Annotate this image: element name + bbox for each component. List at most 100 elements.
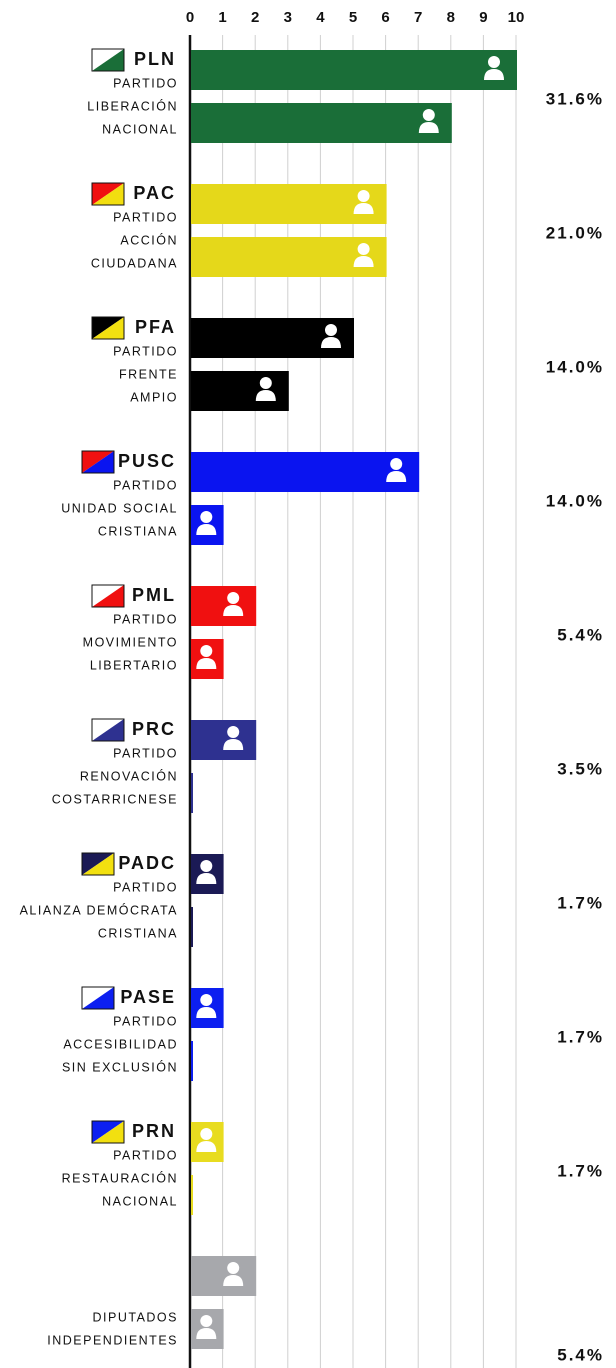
party-abbr: PFA xyxy=(135,317,176,337)
x-tick-label: 5 xyxy=(349,9,357,26)
person-icon xyxy=(386,471,407,482)
seat-share: 3.5% xyxy=(557,759,604,778)
flag-border xyxy=(91,584,125,608)
person-icon xyxy=(200,511,213,523)
x-tick-label: 6 xyxy=(381,9,389,26)
flag-border xyxy=(91,718,125,742)
party-abbr: PUSC xyxy=(118,451,176,471)
seat-share: 1.7% xyxy=(557,893,604,912)
flag-border xyxy=(91,1120,125,1144)
person-icon xyxy=(357,243,370,255)
person-icon xyxy=(200,994,213,1006)
flag-border xyxy=(81,986,115,1010)
party-name: RENOVACIÓN xyxy=(80,768,178,783)
person-icon xyxy=(259,377,272,389)
person-icon xyxy=(353,256,374,267)
party-abbr: PAC xyxy=(133,183,176,203)
bar xyxy=(191,103,452,143)
party-name: NACIONAL xyxy=(102,122,178,136)
seat-share: 21.0% xyxy=(546,223,604,242)
bar xyxy=(191,586,257,626)
x-tick-label: 9 xyxy=(479,9,487,26)
flag xyxy=(92,49,124,71)
bar xyxy=(191,237,387,277)
person-icon xyxy=(390,458,403,470)
bar xyxy=(191,1041,193,1081)
party-abbr: PML xyxy=(132,585,176,605)
party-name: ACCIÓN xyxy=(120,232,178,247)
party-name: LIBERACIÓN xyxy=(87,98,178,113)
flag xyxy=(92,719,124,741)
person-icon xyxy=(325,324,337,336)
party-name: CIUDADANA xyxy=(91,256,178,270)
flag xyxy=(82,451,114,473)
party-abbr: PASE xyxy=(120,987,176,1007)
party-name: PARTIDO xyxy=(113,880,178,894)
flag-border xyxy=(81,852,115,876)
person-icon xyxy=(196,873,217,884)
party-name: UNIDAD SOCIAL xyxy=(61,501,178,515)
flag-border xyxy=(91,182,125,206)
seat-share: 14.0% xyxy=(546,491,604,510)
party-name: LIBERTARIO xyxy=(90,658,178,672)
bar xyxy=(191,720,257,760)
seat-share: 31.6% xyxy=(546,89,604,108)
person-icon xyxy=(196,1007,217,1018)
person-icon xyxy=(357,190,370,202)
party-name: RESTAURACIÓN xyxy=(62,1170,178,1185)
flag xyxy=(92,317,124,339)
person-icon xyxy=(200,645,213,657)
bar xyxy=(191,907,193,947)
flag-border xyxy=(81,450,115,474)
person-icon xyxy=(227,1262,240,1274)
seat-share: 1.7% xyxy=(557,1027,604,1046)
party-name: FRENTE xyxy=(119,367,178,381)
bar xyxy=(191,50,517,90)
party-abbr: PRN xyxy=(132,1121,176,1141)
party-abbr: PLN xyxy=(134,49,176,69)
x-tick-label: 7 xyxy=(414,9,422,26)
person-icon xyxy=(422,109,435,121)
x-tick-label: 3 xyxy=(284,9,292,26)
person-icon xyxy=(200,1315,213,1327)
flag xyxy=(92,1121,124,1143)
party-name: PARTIDO xyxy=(113,344,178,358)
party-name: NACIONAL xyxy=(102,1194,178,1208)
flag-border xyxy=(91,48,125,72)
person-icon xyxy=(223,739,244,750)
person-icon xyxy=(223,605,244,616)
person-icon xyxy=(418,122,439,133)
x-tick-label: 1 xyxy=(218,9,226,26)
person-icon xyxy=(353,203,374,214)
party-name: ACCESIBILIDAD xyxy=(63,1037,178,1051)
party-name: PARTIDO xyxy=(113,746,178,760)
person-icon xyxy=(200,1128,213,1140)
flag xyxy=(92,585,124,607)
x-tick-label: 8 xyxy=(447,9,455,26)
person-icon xyxy=(196,1328,217,1339)
party-name: CRISTIANA xyxy=(98,524,178,538)
party-abbr: PADC xyxy=(118,853,176,873)
person-icon xyxy=(196,1141,217,1152)
person-icon xyxy=(488,56,500,68)
party-name: PARTIDO xyxy=(113,1148,178,1162)
party-name: ALIANZA DEMÓCRATA xyxy=(20,902,178,917)
party-name: SIN EXCLUSIÓN xyxy=(62,1059,178,1074)
person-icon xyxy=(227,726,240,738)
seat-share: 5.4% xyxy=(557,625,604,644)
party-name: COSTARRICNESE xyxy=(52,792,178,806)
party-name: PARTIDO xyxy=(113,478,178,492)
party-abbr: PRC xyxy=(132,719,176,739)
person-icon xyxy=(321,337,341,348)
x-tick-label: 2 xyxy=(251,9,259,26)
bar xyxy=(191,452,420,492)
seat-share: 5.4% xyxy=(557,1345,604,1364)
flag-border xyxy=(91,316,125,340)
bar xyxy=(191,1175,193,1215)
party-name: PARTIDO xyxy=(113,210,178,224)
seat-share: 1.7% xyxy=(557,1161,604,1180)
x-tick-label: 0 xyxy=(186,9,194,26)
seat-share: 14.0% xyxy=(546,357,604,376)
person-icon xyxy=(223,1275,244,1286)
